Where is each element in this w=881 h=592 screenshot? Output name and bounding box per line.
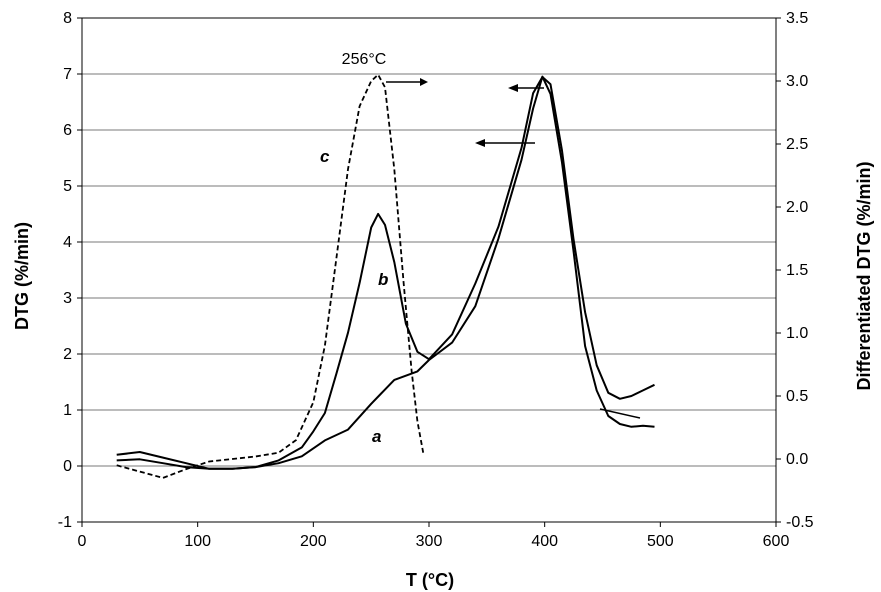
y-left-tick-label: -1 <box>58 514 72 531</box>
y-left-tick-label: 8 <box>63 10 72 27</box>
y-left-tick-label: 4 <box>63 234 72 251</box>
y-right-tick-label: 1.0 <box>786 325 808 342</box>
peak-annotation: 256°C <box>342 51 387 68</box>
series-label-a: a <box>372 427 381 446</box>
y-left-tick-label: 6 <box>63 122 72 139</box>
y-right-tick-label: 0.0 <box>786 451 808 468</box>
arrow-a-left-head <box>475 139 485 147</box>
x-tick-label: 400 <box>531 533 558 550</box>
y-left-tick-label: 5 <box>63 178 72 195</box>
x-axis-title: T (°C) <box>406 570 454 590</box>
y-right-tick-label: -0.5 <box>786 514 814 531</box>
axis-arrows <box>386 78 641 419</box>
x-tick-label: 0 <box>78 533 87 550</box>
y-left-tick-label: 1 <box>63 402 72 419</box>
y-axis-title-left: DTG (%/min) <box>12 222 32 330</box>
x-tick-label: 300 <box>416 533 443 550</box>
series-line-c <box>116 73 425 479</box>
grid-lines <box>82 17 776 523</box>
series-group <box>116 73 655 479</box>
y-left-tick-label: 2 <box>63 346 72 363</box>
arrow-c-right-head <box>420 78 428 86</box>
y-right-tick-label: 1.5 <box>786 262 808 279</box>
plot-frame <box>81 17 777 523</box>
arrow-right-marker <box>599 408 641 419</box>
x-tick-label: 500 <box>647 533 674 550</box>
x-tick-label: 200 <box>300 533 327 550</box>
arrow-b-left-head <box>508 84 518 92</box>
y-right-tick-label: 2.5 <box>786 136 808 153</box>
x-tick-label: 600 <box>763 533 790 550</box>
series-label-c: c <box>320 147 330 166</box>
y-left-tick-label: 3 <box>63 290 72 307</box>
x-tick-label: 100 <box>184 533 211 550</box>
y-axis-title-right: Differentiated DTG (%/min) <box>854 161 874 390</box>
y-left-tick-label: 0 <box>63 458 72 475</box>
y-right-tick-label: 2.0 <box>786 199 808 216</box>
series-line-b <box>116 76 655 470</box>
y-right-tick-label: 3.0 <box>786 73 808 90</box>
y-right-tick-label: 3.5 <box>786 10 808 27</box>
series-label-b: b <box>378 270 388 289</box>
y-right-tick-label: 0.5 <box>786 388 808 405</box>
axis-ticks: 0 100 200 300 400 500 600 -1 0 1 2 3 4 5 6 7 8 -0.5 0.0 0.5… <box>58 10 814 550</box>
y-left-tick-label: 7 <box>63 66 72 83</box>
